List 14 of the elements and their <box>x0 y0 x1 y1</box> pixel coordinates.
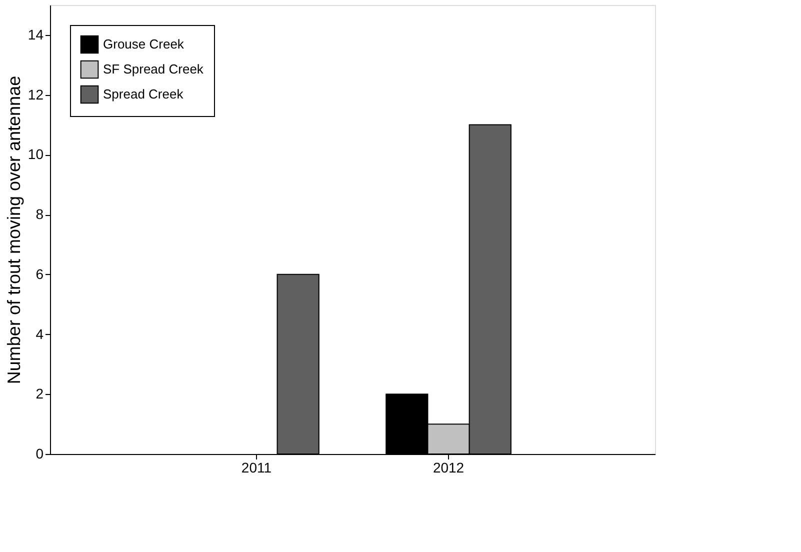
y-tick-label: 2 <box>36 386 44 402</box>
legend-label: Spread Creek <box>103 86 184 102</box>
y-tick-label: 8 <box>36 206 44 222</box>
legend-label: Grouse Creek <box>103 36 184 52</box>
x-tick-label: 2012 <box>432 460 464 476</box>
y-tick-label: 14 <box>28 26 44 42</box>
x-tick-label: 2011 <box>241 460 272 476</box>
y-tick-label: 12 <box>28 86 44 102</box>
y-tick-label: 4 <box>36 326 44 342</box>
y-tick-label: 10 <box>28 146 44 162</box>
y-tick-label: 0 <box>36 446 44 462</box>
y-axis-title: Number of trout moving over antennae <box>4 76 24 384</box>
legend-label: SF Spread Creek <box>103 62 204 76</box>
y-tick-label: 6 <box>36 266 44 282</box>
